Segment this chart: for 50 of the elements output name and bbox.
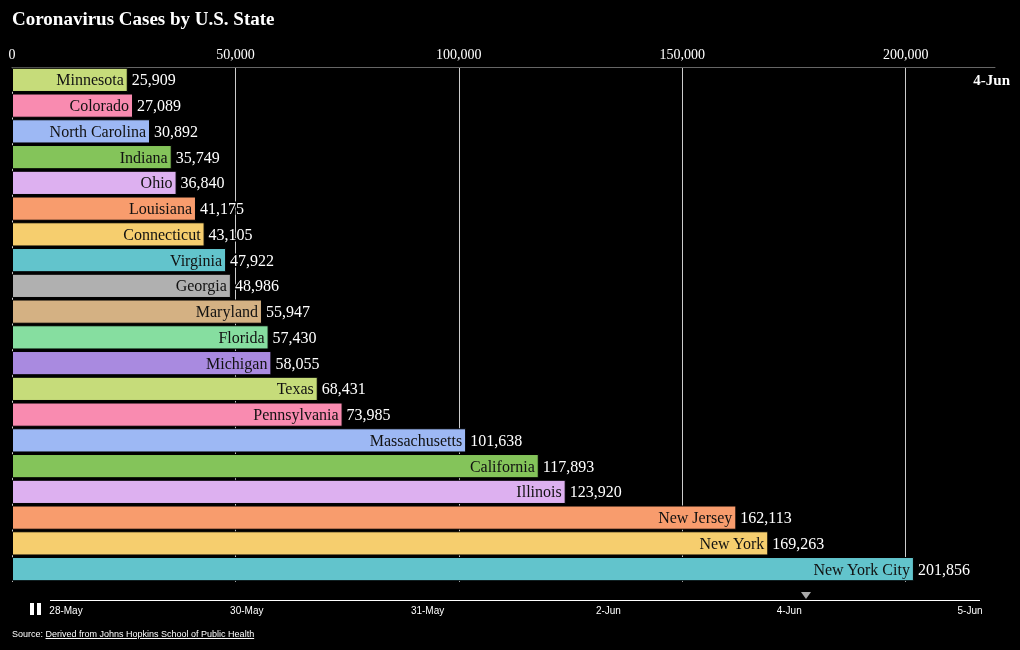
chart-title: Coronavirus Cases by U.S. State [12, 8, 275, 30]
text: 2-Jun [595, 605, 621, 616]
y-tick-label: Louisiana [128, 200, 192, 218]
y-tick-label: Virginia [170, 251, 223, 270]
y-tick-label: Florida [218, 328, 265, 346]
data-label: 162,113 [740, 509, 792, 527]
y-tick-label: Connecticut [123, 225, 202, 243]
y-tick-label: California [469, 457, 535, 475]
data-label: 27,089 [137, 97, 182, 115]
data-label: 58,055 [275, 354, 320, 372]
data-label: 57,430 [272, 328, 317, 346]
y-tick-label: Indiana [119, 148, 168, 166]
text: 30-May [230, 605, 264, 616]
data-label: 123,920 [569, 483, 622, 501]
y-tick-label: New Jersey [658, 509, 733, 528]
data-label: 201,856 [917, 560, 970, 578]
y-tick-label: Michigan [206, 354, 268, 373]
y-tick-label: New York City [813, 560, 910, 579]
data-label: 73,985 [346, 406, 391, 424]
data-label: 55,947 [265, 303, 310, 321]
data-label: 30,892 [154, 122, 199, 140]
y-tick-label: Colorado [69, 97, 130, 115]
data-label: 25,909 [131, 71, 176, 89]
y-tick-label: Massachusetts [369, 431, 463, 449]
y-tick-label: Ohio [140, 174, 173, 192]
data-label: 101,638 [470, 431, 523, 449]
y-tick-label: Maryland [195, 303, 258, 322]
x-tick-label: 50,000 [216, 46, 255, 62]
y-tick-label: Illinois [516, 483, 562, 501]
text: 5-Jun [957, 605, 983, 616]
y-tick-label: Minnesota [56, 71, 124, 89]
annotation: 4-Jun [973, 72, 1010, 89]
data-label: 68,431 [321, 380, 366, 398]
x-tick-label: 200,000 [882, 46, 929, 62]
data-label: 169,263 [772, 534, 825, 552]
text: 4-Jun [776, 605, 802, 616]
x-tick-label: 100,000 [436, 46, 482, 62]
data-label: 36,840 [180, 174, 225, 192]
text: 31-May [410, 605, 445, 616]
text: 28-May [49, 605, 83, 616]
y-tick-label: New York [699, 534, 765, 552]
data-label: 117,893 [542, 457, 595, 475]
source-note: Source: Derived from Johns Hopkins School of Public Health [12, 629, 255, 639]
x-tick-label: 150,000 [659, 46, 705, 62]
y-tick-label: Texas [276, 380, 314, 398]
y-tick-label: Georgia [175, 277, 227, 296]
x-tick-label: 0 [8, 46, 16, 62]
y-tick-label: North Carolina [49, 122, 147, 140]
y-tick-label: Pennsylvania [253, 406, 339, 425]
data-label: 35,749 [175, 148, 220, 166]
